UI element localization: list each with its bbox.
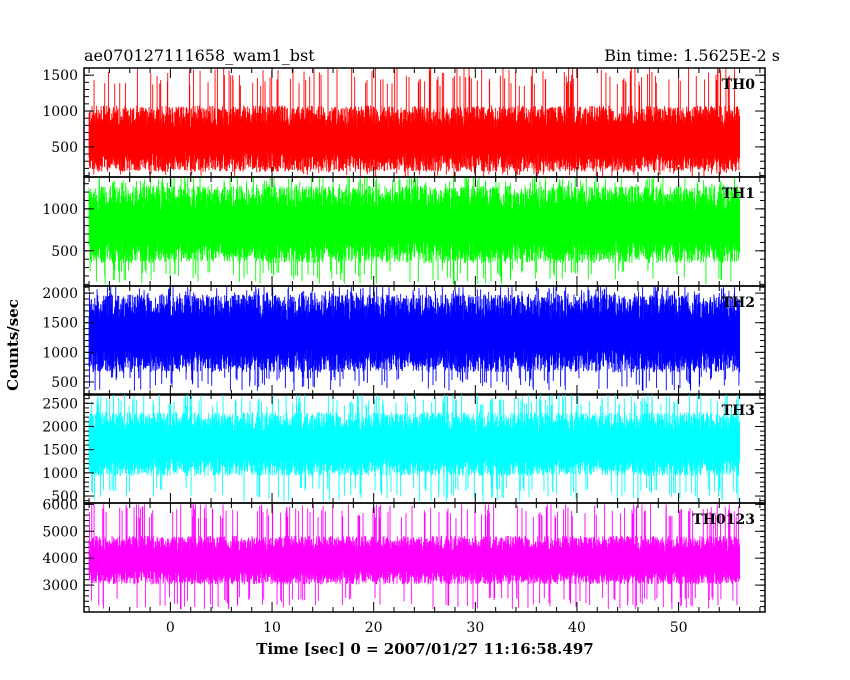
panel-th0: 500 1000 1500 TH0 [42, 67, 766, 178]
y-tick-label: 500 [51, 375, 78, 391]
y-tick-label: 500 [51, 489, 78, 505]
panel-th2: 500 1000 1500 2000 TH2 [42, 285, 766, 396]
panel-th1: 500 1000 TH1 [42, 176, 766, 287]
panel-label-th3: TH3 [722, 403, 755, 419]
y-tick-label: 1500 [42, 316, 78, 332]
y-tick-label: 500 [51, 140, 78, 156]
x-axis-label: Time [sec] 0 = 2007/01/27 11:16:58.497 [256, 640, 593, 658]
series-th0 [88, 68, 741, 177]
panel-label-th1: TH1 [722, 186, 755, 202]
series-core-th3 [89, 434, 740, 456]
panels-group: 500 1000 1500 TH0 500 1000 TH1 500 1000 1500 2000 T… [42, 67, 766, 613]
series-core-th0 [89, 128, 740, 151]
y-tick-label: 2000 [42, 286, 78, 302]
series-core-th1 [89, 212, 740, 239]
x-tick-label: 50 [670, 620, 688, 636]
panel-label-th0123: TH0123 [692, 512, 755, 528]
y-tick-label: 1000 [42, 202, 78, 218]
chart-title-left: ae070127111658_wam1_bst [84, 46, 315, 65]
x-tick-label: 30 [466, 620, 484, 636]
panel-frame [83, 502, 766, 613]
x-tick-label: 0 [166, 620, 175, 636]
x-tick-label: 10 [263, 620, 281, 636]
y-tick-label: 3000 [42, 578, 78, 594]
y-tick-label: 1000 [42, 345, 78, 361]
y-tick-label: 2000 [42, 419, 78, 435]
x-tick-label: 40 [568, 620, 586, 636]
x-tick-label: 20 [365, 620, 383, 636]
panel-label-th2: TH2 [722, 295, 755, 311]
series-core-th0123 [89, 552, 740, 570]
series-core-th2 [89, 321, 740, 348]
y-axis-label: Counts/sec [4, 299, 22, 391]
y-tick-label: 1500 [42, 443, 78, 459]
y-tick-label: 2500 [42, 396, 78, 412]
y-tick-label: 4000 [42, 551, 78, 567]
y-tick-label: 1000 [42, 104, 78, 120]
y-tick-label: 6000 [42, 497, 78, 513]
panel-label-th0: TH0 [722, 77, 756, 93]
y-tick-label: 500 [51, 244, 78, 260]
panel-th0123: 3000 4000 5000 6000 TH0123 [42, 497, 766, 613]
panel-th3: 500 1000 1500 2000 2500 TH3 [42, 393, 766, 505]
y-tick-label: 1000 [42, 466, 78, 482]
y-tick-label: 1500 [42, 68, 78, 84]
y-tick-label: 5000 [42, 524, 78, 540]
x-axis: 0 10 20 30 40 50 [166, 620, 688, 636]
chart-title-right: Bin time: 1.5625E-2 s [604, 46, 780, 65]
